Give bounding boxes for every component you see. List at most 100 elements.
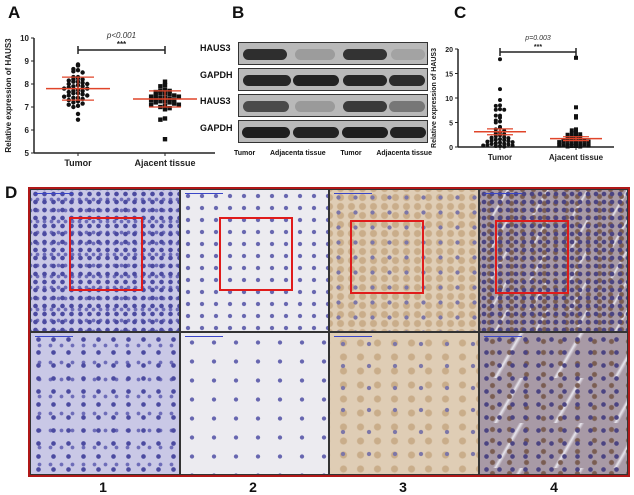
x-tick-label: Ajacent tissue <box>134 158 195 168</box>
data-point <box>167 105 172 111</box>
data-point <box>71 104 76 110</box>
y-tick-label: 5 <box>449 121 453 128</box>
data-point <box>578 132 583 137</box>
data-point <box>80 80 85 86</box>
column-number: 2 <box>249 479 257 495</box>
data-point <box>493 144 498 149</box>
zoom-region-box <box>218 217 293 291</box>
ihc-image-overview-2 <box>179 189 329 332</box>
data-point <box>498 103 502 108</box>
ihc-image-detail-3 <box>329 332 479 475</box>
data-point <box>502 138 507 143</box>
data-point <box>80 92 85 97</box>
ihc-image-overview-1 <box>30 189 180 332</box>
lane-label: Tumor <box>340 150 362 157</box>
y-axis-label: Relative expression of HAUS3 <box>4 38 13 153</box>
y-tick-label: 0 <box>449 145 453 152</box>
data-point <box>557 143 562 148</box>
blot-row-label: HAUS3 <box>200 96 231 106</box>
data-point <box>493 103 498 108</box>
zoom-region-box <box>350 220 424 294</box>
x-tick-label: Ajacent tissue <box>549 153 604 162</box>
y-tick-label: 10 <box>20 34 29 43</box>
blot-strip-haus3 <box>238 94 428 117</box>
data-point <box>498 137 502 142</box>
data-point <box>569 144 574 149</box>
data-point <box>493 113 498 118</box>
lane-labels: Tumor Adjacenta tissue Tumor Adjacenta t… <box>234 150 432 157</box>
data-point <box>506 142 511 147</box>
data-point <box>498 115 502 120</box>
data-point <box>498 140 502 145</box>
data-point <box>148 102 154 107</box>
data-point <box>569 131 574 136</box>
data-point <box>71 95 76 101</box>
significance-stars: *** <box>534 44 542 51</box>
data-point <box>158 91 163 96</box>
data-point <box>153 89 158 95</box>
data-point <box>167 100 172 105</box>
lane-label: Adjacenta tissue <box>376 150 432 157</box>
y-tick-label: 10 <box>445 96 453 103</box>
data-point <box>71 91 76 96</box>
data-point <box>574 55 578 60</box>
data-point <box>85 93 90 98</box>
data-point <box>574 130 578 135</box>
y-tick-label: 6 <box>25 126 30 135</box>
data-point <box>569 141 574 146</box>
zoom-region-box <box>494 220 569 294</box>
y-tick-label: 20 <box>445 47 453 54</box>
ihc-image-grid <box>28 187 630 477</box>
data-point <box>498 144 502 149</box>
lane-label: Adjacenta tissue <box>269 150 326 157</box>
y-tick-label: 7 <box>25 103 30 112</box>
data-point <box>148 94 154 99</box>
data-point <box>162 79 168 84</box>
data-point <box>493 107 498 112</box>
ihc-image-overview-3 <box>329 189 479 332</box>
data-point <box>569 128 574 133</box>
data-point <box>574 127 578 132</box>
data-point <box>61 94 67 99</box>
data-point <box>158 99 163 104</box>
data-point <box>172 97 177 103</box>
data-point <box>485 143 490 148</box>
data-point <box>510 143 515 148</box>
data-point <box>498 107 502 112</box>
blot-strip-gapdh <box>238 120 428 143</box>
data-point <box>71 100 76 105</box>
data-point <box>565 142 570 147</box>
data-point <box>485 139 490 144</box>
data-point <box>498 87 502 92</box>
data-point <box>75 68 81 73</box>
data-point <box>493 141 498 146</box>
lane-label: Tumor <box>234 150 256 157</box>
data-point <box>498 97 502 102</box>
data-point <box>582 142 587 147</box>
data-point <box>172 101 177 106</box>
p-value: p=0.003 <box>524 35 551 42</box>
blot-row-label: GAPDH <box>200 123 233 133</box>
data-point <box>578 144 583 149</box>
data-point <box>578 141 583 146</box>
data-point <box>153 93 158 98</box>
data-point <box>75 63 81 68</box>
data-point <box>172 93 177 98</box>
x-tick-label: Tumor <box>488 153 512 162</box>
data-point <box>574 144 578 149</box>
data-point <box>502 135 507 140</box>
blot-strip-gapdh <box>238 68 428 91</box>
p-value: p<0.001 <box>106 31 136 40</box>
data-point <box>506 136 511 141</box>
data-point <box>75 117 81 122</box>
data-point <box>85 81 90 87</box>
data-point <box>574 140 578 145</box>
data-point <box>506 139 511 144</box>
data-point <box>80 101 85 106</box>
data-point <box>498 57 502 62</box>
data-point <box>153 100 158 105</box>
data-point <box>502 144 507 149</box>
data-point <box>148 97 154 103</box>
data-point <box>71 69 76 74</box>
